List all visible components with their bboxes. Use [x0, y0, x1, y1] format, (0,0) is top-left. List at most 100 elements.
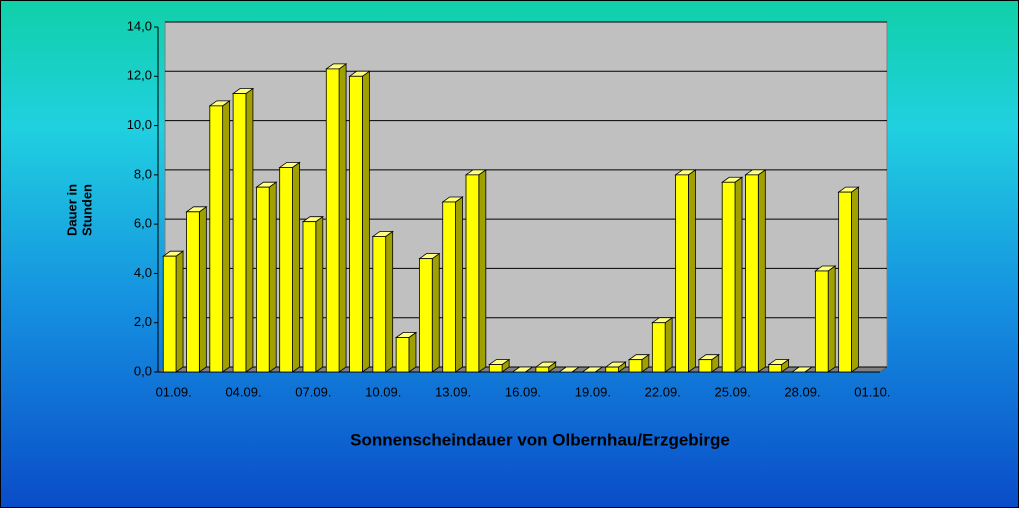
bar-side — [455, 196, 463, 373]
bar-side — [734, 176, 743, 373]
y-tick-label: 2,0 — [134, 314, 152, 329]
y-axis-title-line: Stunden — [79, 184, 94, 236]
bar-side — [851, 186, 859, 373]
bar-side — [292, 161, 300, 373]
y-tick-label: 12,0 — [127, 68, 152, 83]
bar-front — [349, 75, 363, 373]
bar-side — [198, 206, 207, 373]
bar-top — [581, 366, 604, 373]
bar — [744, 169, 767, 373]
bar-front — [721, 181, 736, 373]
bar — [394, 331, 418, 373]
y-axis-title-line: Dauer in — [64, 184, 79, 236]
x-tick-label: 19.09. — [575, 384, 611, 399]
bar — [464, 169, 488, 373]
bar-side — [688, 169, 696, 373]
bar-top — [790, 366, 814, 373]
bar — [325, 63, 348, 373]
bar — [697, 353, 720, 373]
x-tick-label: 01.10. — [854, 384, 890, 399]
y-tick-label: 4,0 — [134, 265, 152, 280]
x-tick-label: 13.09. — [435, 384, 471, 399]
bar-front — [628, 359, 643, 373]
bar-front — [186, 211, 200, 373]
bar-front — [745, 174, 759, 373]
bar — [557, 366, 581, 373]
bar-side — [175, 250, 184, 373]
bar-front — [605, 366, 619, 373]
y-tick-label: 14,0 — [127, 18, 152, 33]
x-tick-label: 28.09. — [784, 384, 820, 399]
bar-top — [511, 366, 534, 373]
x-tick-label: 22.09. — [645, 384, 681, 399]
bar-front — [442, 201, 456, 373]
bar — [418, 252, 441, 373]
bar — [348, 70, 371, 373]
bar — [651, 316, 674, 373]
bar-front — [372, 236, 387, 373]
x-tick-label: 25.09. — [715, 384, 751, 399]
bar — [767, 358, 790, 373]
bar — [441, 196, 464, 373]
bar — [627, 353, 651, 373]
bar — [161, 250, 185, 373]
bar — [208, 100, 231, 373]
bar-front — [465, 174, 480, 373]
bar-side — [431, 252, 440, 373]
bar — [278, 161, 301, 373]
bar-top — [557, 366, 581, 373]
bar-front — [256, 186, 270, 373]
bar — [674, 169, 697, 373]
x-tick-label: 04.09. — [225, 384, 261, 399]
chart-title: Sonnenscheindauer von Olbernhau/Erzgebir… — [350, 430, 730, 449]
y-tick-label: 0,0 — [134, 363, 152, 378]
bar-side — [478, 169, 487, 373]
bar — [231, 87, 255, 373]
x-tick-label: 07.09. — [295, 384, 331, 399]
bar-front — [419, 258, 433, 373]
bar — [814, 265, 837, 373]
bar-side — [315, 215, 324, 373]
bar-side — [361, 70, 370, 373]
bar-front — [325, 68, 340, 373]
bar-side — [408, 331, 417, 373]
bar-front — [698, 359, 713, 373]
bar-front — [232, 93, 247, 373]
x-tick-label: 16.09. — [505, 384, 541, 399]
bar-side — [245, 87, 254, 373]
bar — [534, 361, 557, 373]
x-tick-label: 10.09. — [365, 384, 401, 399]
bar-side — [268, 181, 277, 373]
bar-side — [385, 230, 394, 373]
bar-front — [814, 270, 829, 373]
bar-front — [651, 322, 666, 373]
bar — [837, 186, 860, 373]
bar — [720, 176, 744, 373]
x-tick-label: 01.09. — [156, 384, 192, 399]
bar-side — [827, 265, 836, 373]
bar-front — [162, 255, 177, 373]
bar-front — [535, 366, 550, 373]
bar-front — [395, 337, 410, 373]
bar — [255, 181, 278, 373]
bar-front — [302, 221, 317, 373]
y-tick-label: 6,0 — [134, 216, 152, 231]
y-axis-title: Dauer in Stunden — [64, 184, 94, 236]
bar — [371, 230, 394, 373]
bar — [604, 361, 627, 373]
bar — [511, 366, 534, 373]
bar-front — [838, 191, 852, 373]
y-tick-label: 10,0 — [127, 117, 152, 132]
bar-side — [222, 100, 231, 373]
bar-front — [488, 364, 503, 373]
bar-side — [664, 316, 673, 373]
bar-front — [279, 167, 293, 373]
y-tick-label: 8,0 — [134, 166, 152, 181]
bar-front — [209, 105, 224, 373]
bar — [488, 358, 511, 373]
bar-side — [757, 169, 766, 373]
bar — [581, 366, 604, 373]
bar — [790, 366, 814, 373]
bar — [301, 215, 325, 373]
